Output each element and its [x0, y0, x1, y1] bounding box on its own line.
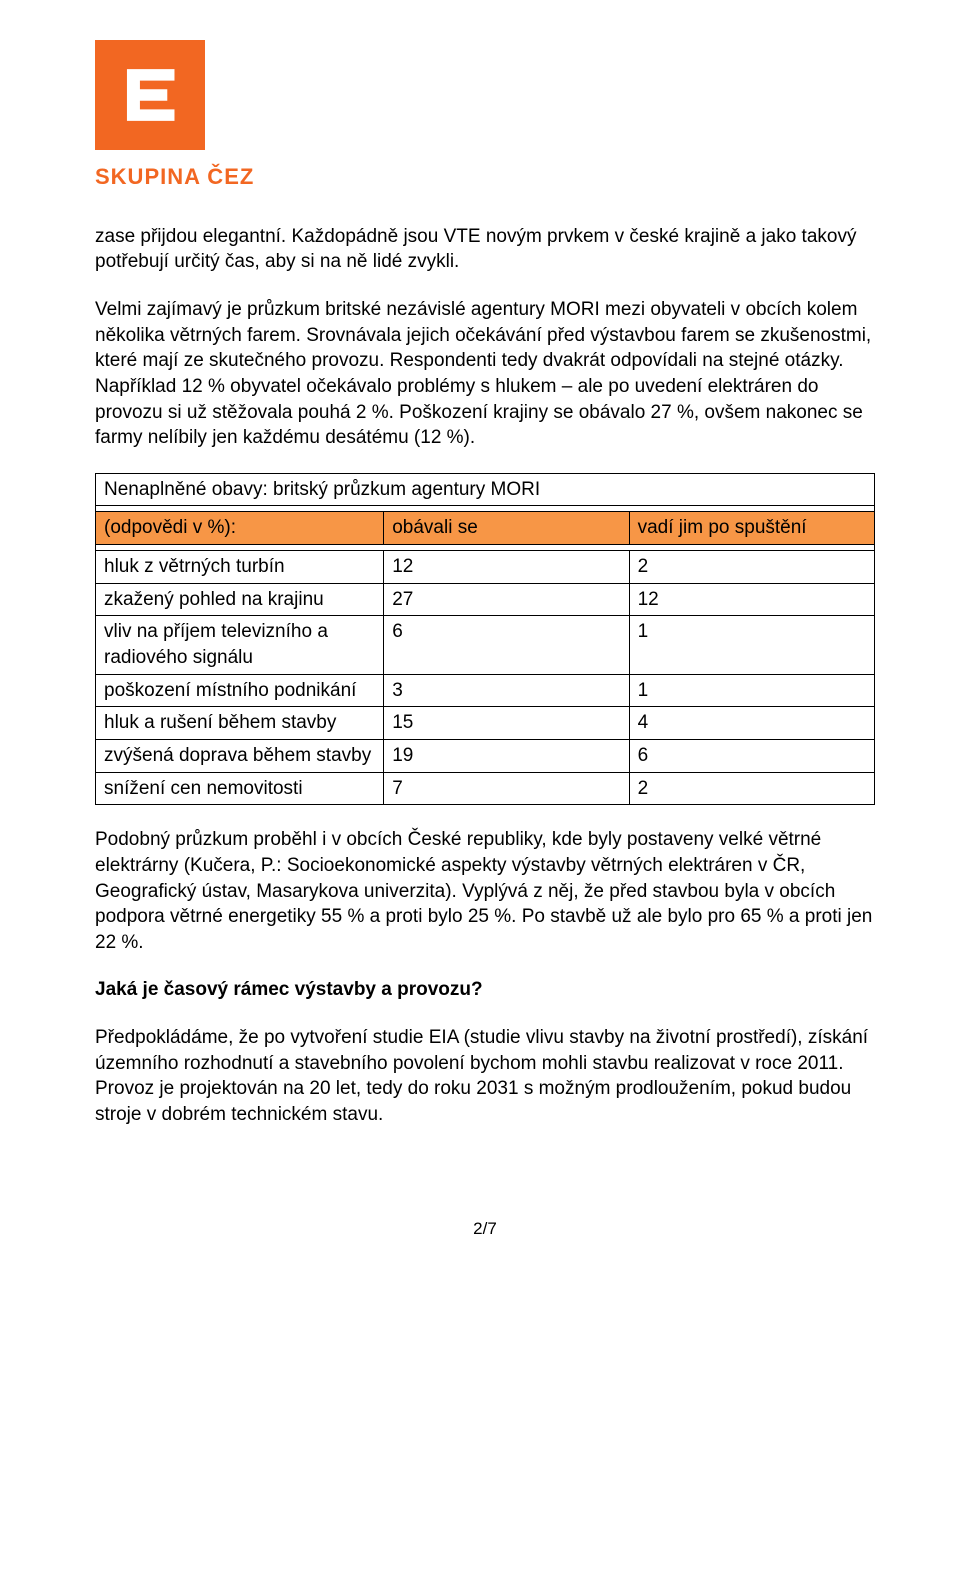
company-name: SKUPINA ČEZ	[95, 162, 875, 192]
section-heading: Jaká je časový rámec výstavby a provozu?	[95, 977, 875, 1003]
survey-table: Nenaplněné obavy: britský průzkum agentu…	[95, 473, 875, 805]
paragraph-3: Podobný průzkum proběhl i v obcích České…	[95, 827, 875, 955]
table-row: hluk z větrných turbín 12 2	[96, 551, 875, 584]
company-logo: SKUPINA ČEZ	[95, 40, 875, 192]
table-title-row: Nenaplněné obavy: britský průzkum agentu…	[96, 473, 875, 506]
table-header-row: (odpovědi v %): obávali se vadí jim po s…	[96, 512, 875, 545]
table-row: hluk a rušení během stavby 15 4	[96, 707, 875, 740]
table-row: vliv na příjem televizního a radiového s…	[96, 616, 875, 674]
table-title-cell: Nenaplněné obavy: britský průzkum agentu…	[96, 473, 875, 506]
table-header-2: obávali se	[384, 512, 629, 545]
table-header-1: (odpovědi v %):	[96, 512, 384, 545]
page-number: 2/7	[95, 1218, 875, 1241]
table-row: zvýšená doprava během stavby 19 6	[96, 739, 875, 772]
table-row: zkažený pohled na krajinu 27 12	[96, 583, 875, 616]
paragraph-4: Předpokládáme, že po vytvoření studie EI…	[95, 1025, 875, 1128]
logo-mark-icon	[95, 40, 205, 150]
table-row: poškození místního podnikání 3 1	[96, 674, 875, 707]
paragraph-1: zase přijdou elegantní. Každopádně jsou …	[95, 224, 875, 275]
e-letter-icon	[114, 59, 186, 131]
table-header-3: vadí jim po spuštění	[629, 512, 874, 545]
paragraph-2: Velmi zajímavý je průzkum britské nezávi…	[95, 297, 875, 451]
table-row: snížení cen nemovitosti 7 2	[96, 772, 875, 805]
